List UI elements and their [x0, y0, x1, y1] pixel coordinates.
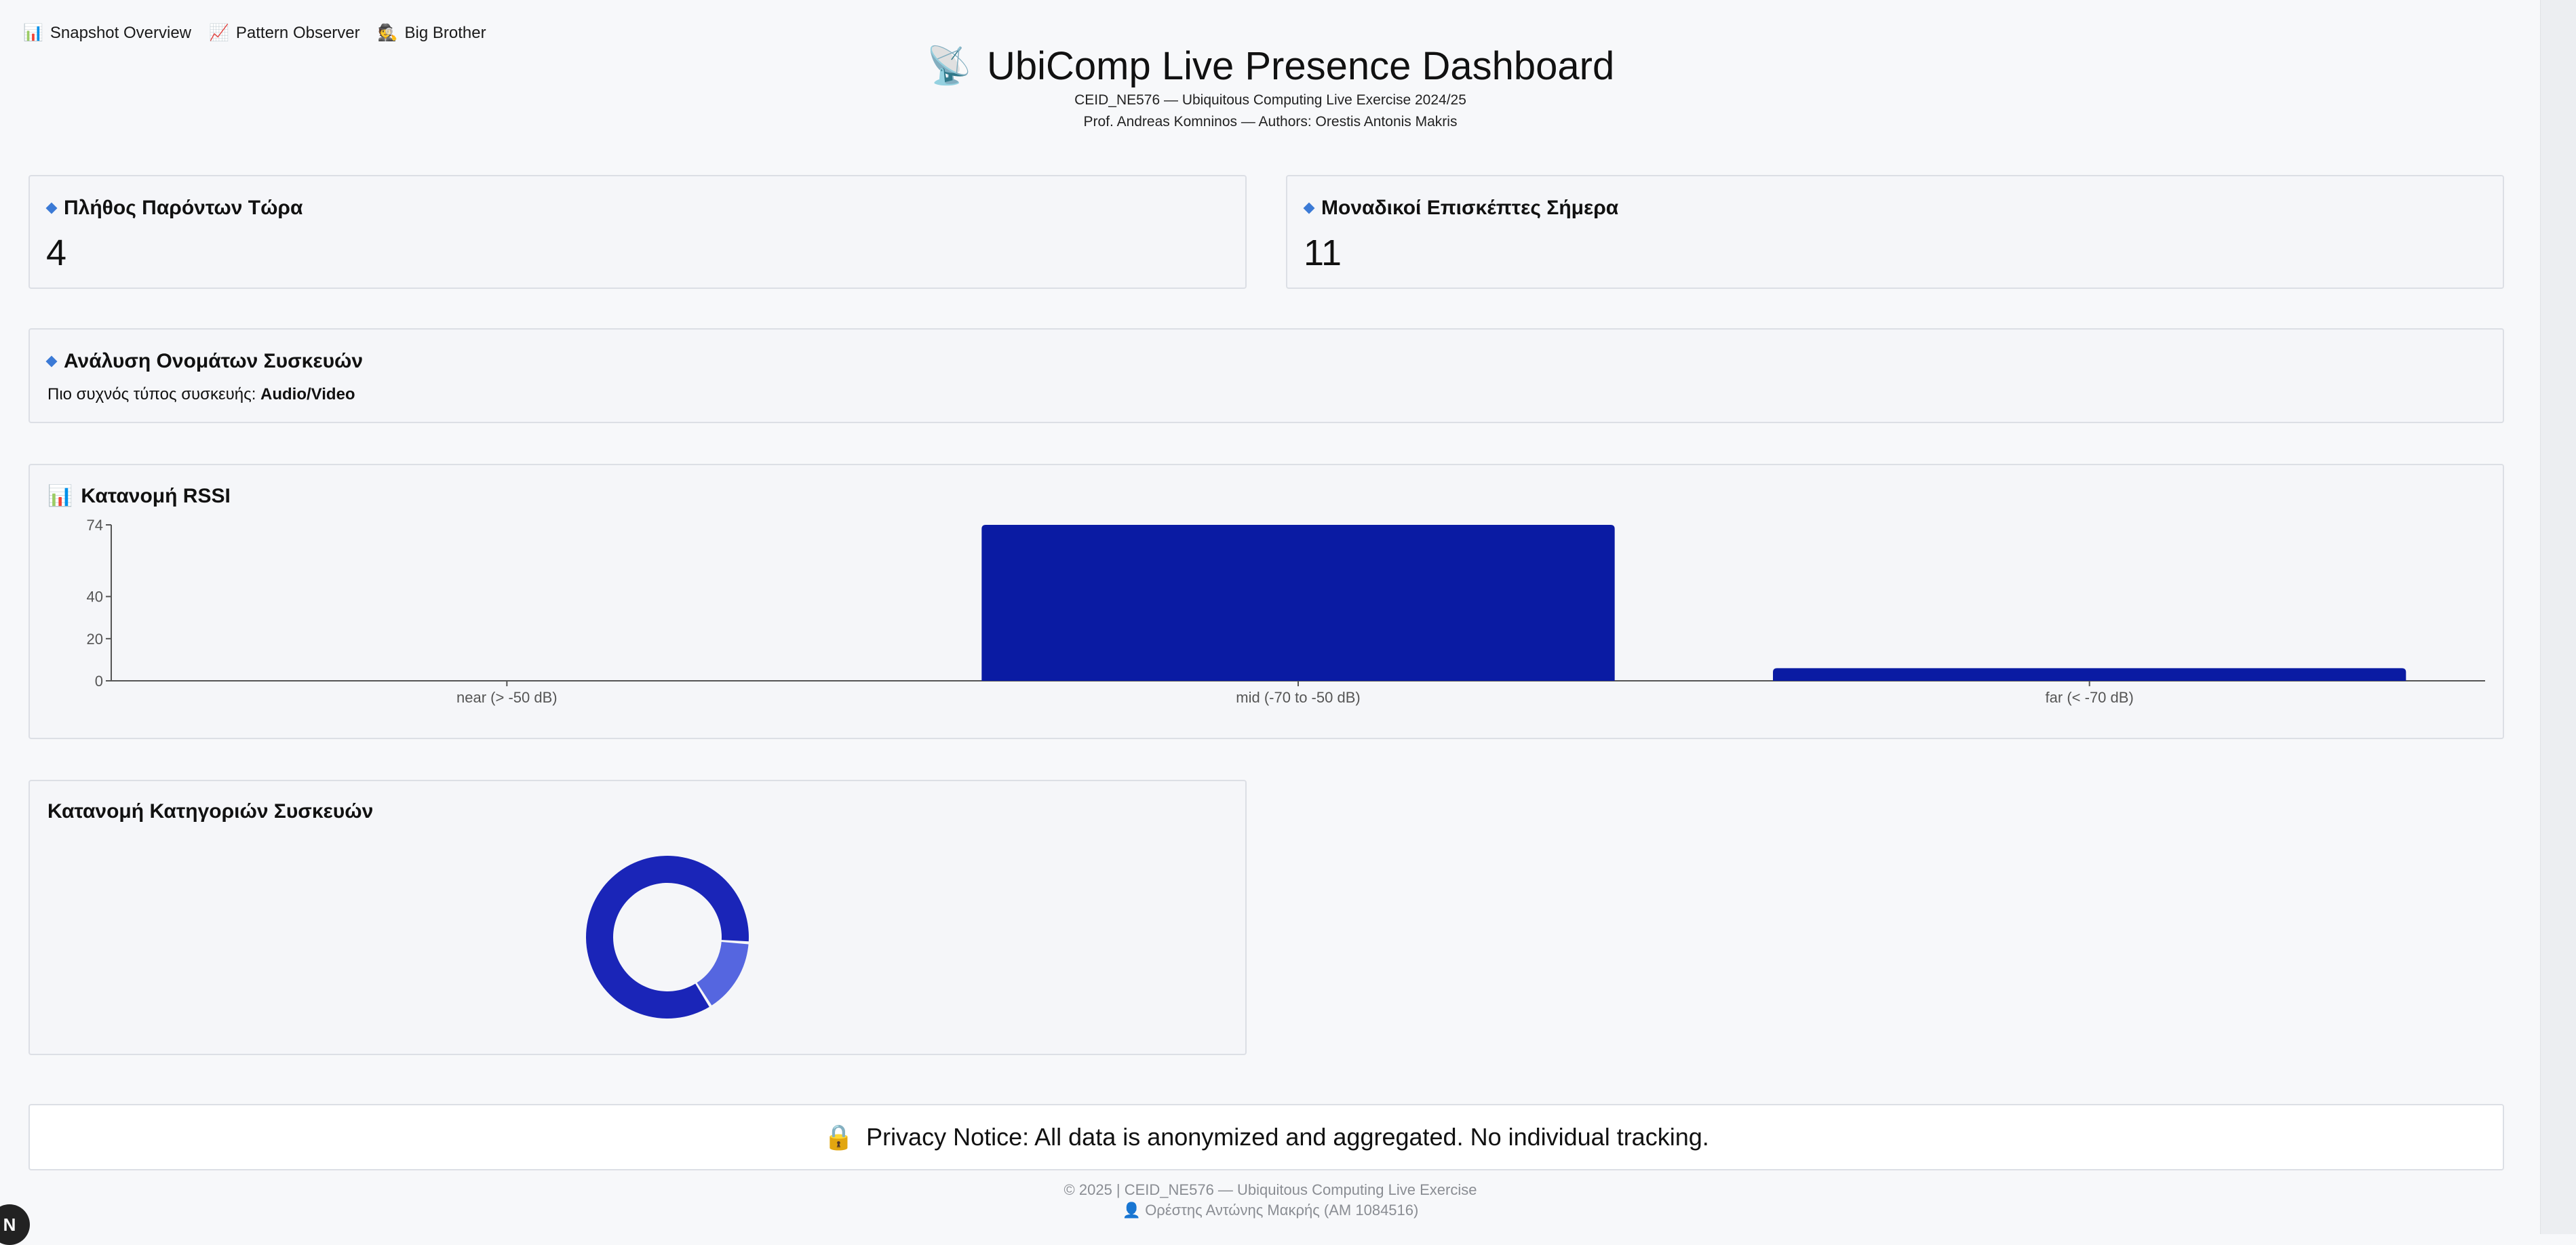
page-subtitle-authors: Prof. Andreas Komninos — Authors: Oresti… — [1083, 114, 1458, 130]
categories-card: Κατανομή Κατηγοριών Συσκευών — [28, 780, 1247, 1055]
unique-visitors-card: Μοναδικοί Επισκέπτες Σήμερα 11 — [1286, 175, 2504, 289]
diamond-icon — [45, 202, 58, 214]
x-tick-label: far (< -70 dB) — [2046, 689, 2134, 706]
rssi-label: Κατανομή RSSI — [81, 484, 231, 507]
present-now-label: Πλήθος Παρόντων Τώρα — [64, 197, 303, 219]
device-names-label: Ανάλυση Ονομάτων Συσκευών — [64, 350, 364, 372]
nav-label: Pattern Observer — [235, 23, 360, 42]
donut-slice — [586, 856, 749, 1019]
present-now-card: Πλήθος Παρόντων Τώρα 4 — [28, 175, 1247, 289]
y-tick-label: 74 — [87, 518, 103, 534]
footer-author-name: Ορέστης Αντώνης Μακρής (AM 1084516) — [1145, 1202, 1419, 1219]
nav-pattern-observer[interactable]: 📈 Pattern Observer — [209, 23, 360, 43]
user-icon: 👤 — [1122, 1202, 1141, 1219]
unique-visitors-title: Μοναδικοί Επισκέπτες Σήμερα — [1303, 197, 1619, 220]
footer-author: 👤 Ορέστης Αντώνης Μακρής (AM 1084516) — [0, 1200, 2541, 1221]
nav-big-brother[interactable]: 🕵️ Big Brother — [378, 23, 486, 43]
y-tick-label: 20 — [87, 631, 103, 648]
most-common-device: Πιο συχνός τύπος συσκευής: Audio/Video — [47, 385, 355, 404]
unique-visitors-value: 11 — [1304, 233, 1342, 273]
most-common-value: Audio/Video — [260, 385, 355, 403]
nav-snapshot-overview[interactable]: 📊 Snapshot Overview — [23, 23, 191, 43]
detective-icon: 🕵️ — [377, 24, 398, 42]
badge-letter: N — [3, 1214, 16, 1235]
privacy-text: Privacy Notice: All data is anonymized a… — [866, 1123, 1709, 1151]
x-tick-label: mid (-70 to -50 dB) — [1236, 689, 1360, 706]
vertical-scrollbar[interactable] — [2540, 0, 2576, 1234]
rssi-card: 📊 Κατανομή RSSI 0 20 40 74 near (> -50 dB) mi… — [28, 464, 2504, 739]
categories-donut-chart — [586, 856, 749, 1019]
device-names-card: Ανάλυση Ονομάτων Συσκευών Πιο συχνός τύπ… — [28, 328, 2504, 423]
rssi-bar — [1773, 668, 2406, 681]
page-header: 📡 UbiComp Live Presence Dashboard CEID_N… — [0, 43, 2541, 132]
nav-label: Big Brother — [404, 23, 486, 42]
page-subtitle-course: CEID_NE576 — Ubiquitous Computing Live E… — [1074, 92, 1466, 108]
title-row: 📡 UbiComp Live Presence Dashboard — [0, 43, 2541, 89]
donut-slice — [697, 941, 749, 1006]
rssi-bar-chart: 0 20 40 74 near (> -50 dB) mid (-70 to -50 dB… — [87, 518, 2485, 706]
rssi-bar — [981, 525, 1615, 681]
present-now-value: 4 — [46, 233, 67, 273]
footer-copyright: © 2025 | CEID_NE576 — Ubiquitous Computi… — [1063, 1181, 1477, 1198]
top-nav: 📊 Snapshot Overview 📈 Pattern Observer 🕵… — [23, 23, 486, 43]
page-footer: © 2025 | CEID_NE576 — Ubiquitous Computi… — [0, 1180, 2541, 1221]
unique-visitors-label: Μοναδικοί Επισκέπτες Σήμερα — [1321, 197, 1619, 219]
bar-chart-icon: 📊 — [47, 485, 73, 507]
line-chart-icon: 📈 — [209, 24, 229, 42]
most-common-prefix: Πιο συχνός τύπος συσκευής: — [47, 385, 256, 403]
satellite-dish-icon: 📡 — [926, 45, 972, 86]
bar-chart-icon: 📊 — [23, 24, 43, 42]
categories-label: Κατανομή Κατηγοριών Συσκευών — [47, 800, 374, 823]
present-now-title: Πλήθος Παρόντων Τώρα — [45, 197, 303, 220]
lock-icon: 🔒 — [823, 1123, 855, 1151]
diamond-icon — [1303, 202, 1315, 214]
x-tick-label: near (> -50 dB) — [456, 689, 558, 706]
categories-title: Κατανομή Κατηγοριών Συσκευών — [47, 800, 373, 823]
privacy-notice: 🔒 Privacy Notice: All data is anonymized… — [28, 1104, 2504, 1170]
y-tick-label: 40 — [87, 589, 103, 606]
diamond-icon — [45, 355, 58, 368]
page-title: UbiComp Live Presence Dashboard — [986, 44, 1615, 88]
y-tick-label: 0 — [95, 673, 103, 690]
rssi-title: 📊 Κατανομή RSSI — [47, 484, 231, 508]
device-names-title: Ανάλυση Ονομάτων Συσκευών — [45, 350, 364, 373]
nav-label: Snapshot Overview — [50, 23, 191, 42]
